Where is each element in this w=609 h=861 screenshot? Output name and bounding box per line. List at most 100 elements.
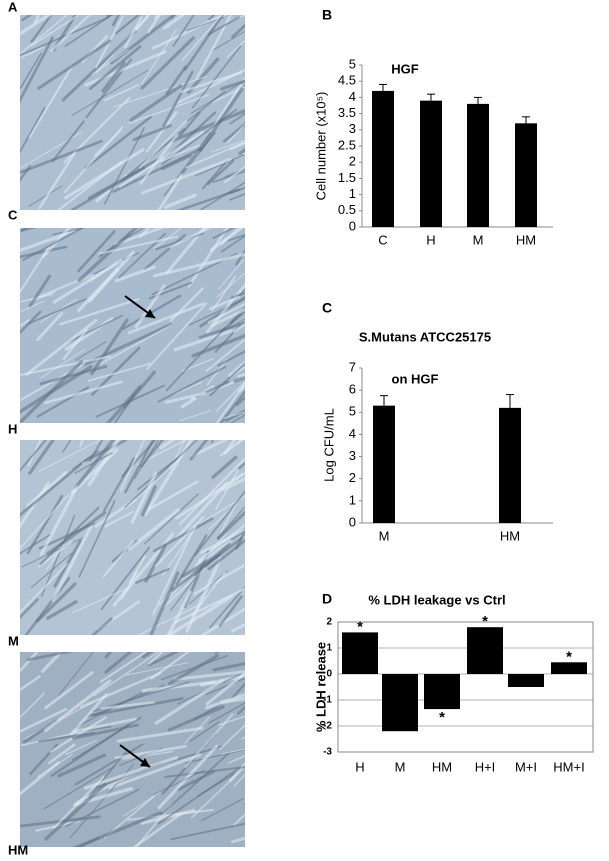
significance-marker: * <box>566 648 572 665</box>
y-tick-label: 3 <box>349 448 356 463</box>
cell-streak <box>38 151 77 210</box>
cell-streak <box>220 235 245 253</box>
cell-streak <box>91 49 130 75</box>
cell-streak <box>208 295 241 310</box>
cell-streak <box>20 652 22 653</box>
chart: D % LDH leakage vs Ctrl % LDH release -3 -2 -… <box>313 591 594 774</box>
cell-streak <box>231 836 245 844</box>
cell-streak <box>211 30 245 52</box>
cell-streak <box>87 268 120 303</box>
cell-streak <box>76 836 100 847</box>
bar <box>372 90 394 227</box>
y-tick-label: 6 <box>349 382 356 397</box>
cell-streak <box>178 111 201 137</box>
cell-streak <box>98 235 179 255</box>
cell-streak <box>147 652 180 667</box>
y-tick-label: 2.5 <box>338 137 356 152</box>
cell-streak <box>161 526 197 577</box>
cell-streak <box>46 511 107 555</box>
cell-streak <box>138 228 151 239</box>
cell-streak <box>89 45 142 91</box>
cell-streak <box>212 661 245 672</box>
cell-streak <box>183 15 225 71</box>
cell-streak <box>179 410 211 422</box>
cell-streak <box>26 470 68 507</box>
cell-streak <box>38 731 95 743</box>
cell-streak <box>191 571 227 617</box>
y-tick-label: 0.5 <box>338 202 356 217</box>
cell-streak <box>157 767 241 825</box>
cell-streak <box>129 84 183 122</box>
cell-streak <box>113 75 207 108</box>
y-tick-label: 1 <box>349 186 356 201</box>
cell-streak <box>20 462 83 517</box>
cell-streak <box>251 280 307 310</box>
cell-streak <box>255 241 301 255</box>
cell-streak <box>77 228 139 282</box>
cell-streak <box>237 705 245 715</box>
cell-streak <box>37 540 73 568</box>
cell-streak <box>70 692 108 736</box>
y-tick-label: 5 <box>349 56 356 71</box>
cell-streak <box>150 652 190 680</box>
cell-streak <box>61 29 137 102</box>
cell-streak <box>256 705 286 713</box>
cell-streak <box>200 798 244 822</box>
cell-streak <box>173 329 233 352</box>
cell-streak <box>189 440 209 461</box>
cell-streak <box>254 393 295 403</box>
cell-streak <box>247 205 284 217</box>
cell-streak <box>216 506 245 540</box>
cell-streak <box>139 440 164 468</box>
bar <box>499 407 521 523</box>
cell-streak <box>229 682 245 701</box>
chart: B HGF Cell number (x10⁵) 00.511.52 2.533.544… <box>313 7 553 247</box>
y-tick-label: 5 <box>349 404 356 419</box>
cell-streak <box>210 307 245 328</box>
cell-streak <box>255 361 299 371</box>
cell-streak <box>160 751 231 816</box>
cell-streak <box>128 555 147 584</box>
cell-streak <box>38 522 96 550</box>
cell-streak <box>251 618 297 641</box>
cell-streak <box>133 440 160 479</box>
cell-streak <box>90 318 129 376</box>
cell-streak <box>87 440 121 487</box>
arrow-head <box>145 309 155 318</box>
cell-streak <box>219 440 245 457</box>
cell-streak <box>70 448 119 495</box>
cell-streak <box>194 490 245 556</box>
cell-streak <box>254 38 331 66</box>
cell-streak <box>91 617 113 635</box>
cell-streak <box>57 753 107 778</box>
cell-streak <box>20 46 44 59</box>
cell-streak <box>170 822 245 841</box>
cell-streak <box>258 0 297 12</box>
cell-streak <box>20 493 70 550</box>
cell-streak <box>50 15 92 52</box>
y-tick-label: 3.5 <box>338 105 356 120</box>
cell-streak <box>242 123 245 128</box>
cell-streak <box>30 15 79 47</box>
cell-streak <box>20 165 32 182</box>
x-tick-label: M <box>473 232 484 247</box>
cell-streak <box>215 380 245 412</box>
cell-streak <box>212 228 236 240</box>
cell-streak <box>205 677 245 696</box>
cell-streak <box>38 440 102 472</box>
cell-streak <box>185 141 245 169</box>
cell-streak <box>39 485 79 556</box>
cell-streak <box>176 770 215 792</box>
cell-streak <box>123 16 143 49</box>
cell-streak <box>93 652 160 697</box>
cell-streak <box>220 748 245 755</box>
micrograph <box>20 205 307 423</box>
cell-streak <box>124 440 198 509</box>
cell-streak <box>147 480 199 511</box>
cell-streak <box>52 258 123 304</box>
cell-streak <box>226 39 245 58</box>
cell-streak <box>20 815 101 828</box>
cell-streak <box>152 524 197 616</box>
cell-streak <box>99 652 148 683</box>
cell-streak <box>20 16 109 57</box>
